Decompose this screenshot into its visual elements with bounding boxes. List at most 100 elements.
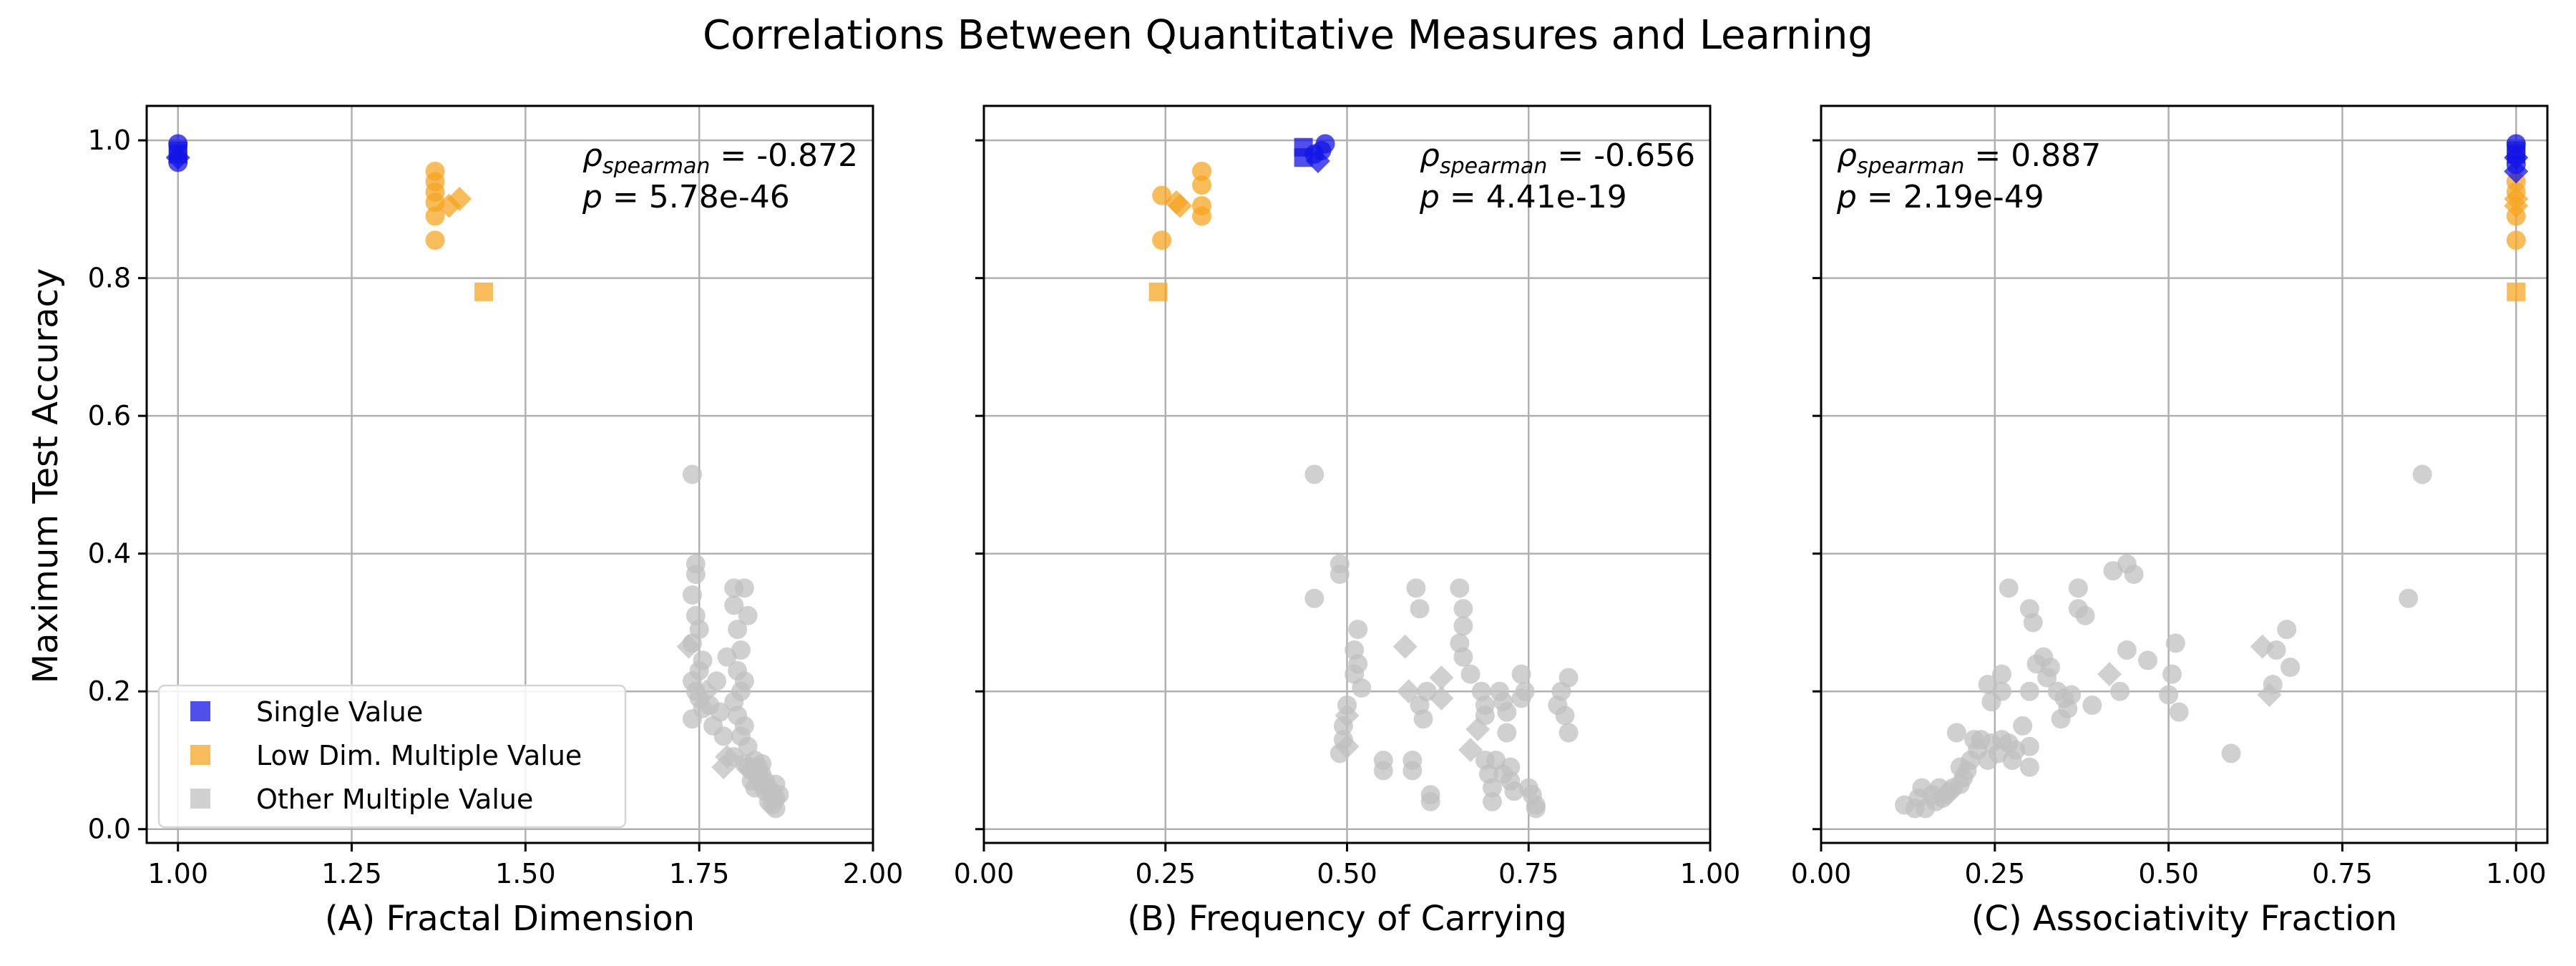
panel-b-point-other: [1483, 778, 1502, 798]
panel-c-point-other: [2013, 716, 2033, 736]
panel-b-series-single: [1294, 134, 1335, 174]
y-tick-label: 1.0: [88, 125, 131, 156]
y-tick-label: 0.4: [88, 538, 131, 570]
panel-b-point-other: [1453, 616, 1473, 636]
panel-b-point-other: [1460, 664, 1480, 684]
panel-a-point-other: [676, 634, 701, 659]
panel-c-series-single: [2504, 134, 2529, 184]
panel-b-p-value: p = 4.41e-19: [1419, 179, 1627, 215]
x-tick-label: 1.00: [147, 858, 208, 889]
panel-c-point-other: [1964, 730, 1984, 750]
panel-b-point-low: [1192, 206, 1211, 226]
panel-b-point-other: [1333, 716, 1353, 736]
panel-c-point-other: [2103, 561, 2123, 581]
panel-c-series-other: [1895, 464, 2432, 819]
panel-b-point-low: [1192, 161, 1211, 181]
y-tick-label: 0.2: [88, 675, 131, 707]
panel-b-point-other: [1330, 565, 1350, 585]
panel-c-point-other: [2412, 464, 2432, 484]
panel-c-point-other: [2068, 599, 2088, 619]
panel-c-point-other: [2117, 640, 2137, 660]
panel-c-point-other: [2169, 702, 2189, 722]
panel-a-point-other: [724, 595, 744, 615]
x-tick-label: 2.00: [843, 858, 904, 889]
panel-c-point-other: [2257, 683, 2282, 708]
panel-c-grid: [1820, 106, 2547, 843]
panel-b-point-other: [1526, 799, 1546, 819]
panel-b-point-other: [1406, 578, 1426, 598]
panel-a-point-low: [425, 206, 445, 226]
panel-c-point-other: [2037, 668, 2057, 688]
panel-a-series-low: [425, 161, 494, 301]
panel-c-point-other: [2019, 757, 2039, 777]
panel-a-point-low: [425, 230, 445, 250]
panel-b-point-other: [1453, 647, 1473, 667]
panel-c-point-other: [2051, 709, 2071, 729]
panel-c-p-value: p = 2.19e-49: [1836, 179, 2044, 215]
panel-a-point-other: [752, 753, 772, 774]
y-tick-label: 0.6: [88, 400, 131, 431]
panel-b-point-other: [1335, 734, 1360, 759]
panel-b-point-other: [1504, 781, 1524, 801]
legend-box: [157, 684, 627, 829]
panel-a-point-other: [706, 671, 726, 691]
panel-c-point-other: [2026, 654, 2046, 674]
panel-c-point-other: [1981, 692, 2001, 712]
panel-b-chart: 0.00 0.25 0.50 0.75 1.00 (B) Frequency of Car…: [954, 104, 1741, 939]
panel-b-point-other: [1392, 634, 1418, 659]
legend: Single Value Low Dim. Multiple Value Other…: [157, 684, 627, 829]
panel-b-point-other: [1558, 723, 1579, 743]
x-tick-label: 1.25: [321, 858, 382, 889]
panel-a-axes-frame: [145, 104, 874, 844]
x-tick-label: 0.25: [1135, 858, 1196, 889]
panel-c-point-other: [1946, 723, 1966, 743]
panel-c-point-other: [2250, 634, 2275, 659]
panel-c-point-other: [2162, 664, 2182, 684]
panel-b-point-other: [1410, 599, 1430, 619]
panel-b-point-other: [1304, 588, 1324, 608]
x-tick-label: 0.75: [2312, 858, 2373, 889]
panel-a-point-other: [728, 620, 748, 640]
panel-b-point-other: [1402, 761, 1423, 781]
panel-b-point-low: [1192, 175, 1211, 195]
panel-b-point-other: [1493, 764, 1513, 784]
x-tick-label: 0.50: [2138, 858, 2199, 889]
panel-b-point-other: [1420, 791, 1440, 811]
x-tick-label: 1.00: [2486, 858, 2547, 889]
panel-b-point-other: [1453, 599, 1473, 619]
panel-c-point-other: [2159, 685, 2179, 705]
legend-swatch-low: [190, 745, 210, 765]
panel-b-point-other: [1497, 702, 1517, 722]
panel-a-point-other: [713, 726, 733, 746]
panel-b-point-other: [1429, 686, 1454, 711]
panel-c-axes-frame: [1820, 104, 2549, 844]
panel-c-point-other: [2221, 743, 2241, 763]
panel-a-point-other: [766, 774, 786, 794]
panel-c-point-low: [2507, 282, 2526, 301]
panel-c-point-single: [2504, 159, 2529, 184]
panel-b-point-single: [1304, 144, 1324, 164]
panel-c-point-other: [2138, 650, 2158, 670]
panel-a-point-other: [734, 578, 754, 598]
panel-b-point-other: [1352, 678, 1372, 698]
panel-b-point-other: [1304, 464, 1324, 484]
x-tick-label: 0.00: [1791, 858, 1852, 889]
panel-c-chart: 0.00 0.25 0.50 0.75 1.00 (C) Associativity Fr…: [1791, 104, 2549, 939]
legend-swatch-other: [190, 789, 210, 809]
x-tick-label: 1.00: [1680, 858, 1741, 889]
panel-c-point-low: [2506, 206, 2526, 226]
legend-label-other: Other Multiple Value: [256, 784, 533, 815]
panel-c-point-other: [1895, 795, 1915, 815]
legend-swatch-single: [190, 701, 210, 721]
panel-b-point-other: [1497, 723, 1517, 743]
panel-a-point-low: [474, 282, 494, 301]
panel-c-point-other: [1978, 675, 1998, 695]
panel-b-point-other: [1450, 578, 1470, 598]
y-tick-label: 0.8: [88, 263, 131, 294]
panel-c-point-other: [1999, 578, 2019, 598]
x-tick-label: 1.75: [669, 858, 730, 889]
legend-label-low: Low Dim. Multiple Value: [256, 740, 582, 771]
x-tick-label: 0.75: [1498, 858, 1559, 889]
panel-c-point-other: [2165, 633, 2185, 653]
panel-c-point-other: [2097, 662, 2122, 687]
